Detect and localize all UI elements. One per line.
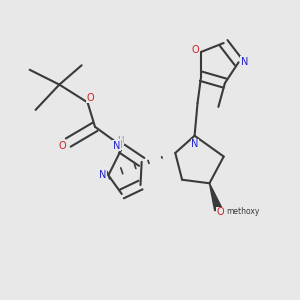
Text: N: N bbox=[113, 140, 120, 151]
Text: methoxy: methoxy bbox=[227, 207, 260, 216]
Text: H: H bbox=[117, 136, 124, 145]
Text: O: O bbox=[87, 93, 94, 103]
Text: N: N bbox=[241, 57, 248, 67]
Text: O: O bbox=[191, 45, 199, 56]
Text: N: N bbox=[191, 139, 199, 149]
Polygon shape bbox=[209, 183, 222, 211]
Text: O: O bbox=[58, 141, 66, 151]
Text: N: N bbox=[99, 170, 106, 180]
Text: N: N bbox=[115, 140, 122, 150]
Text: O: O bbox=[216, 207, 224, 218]
